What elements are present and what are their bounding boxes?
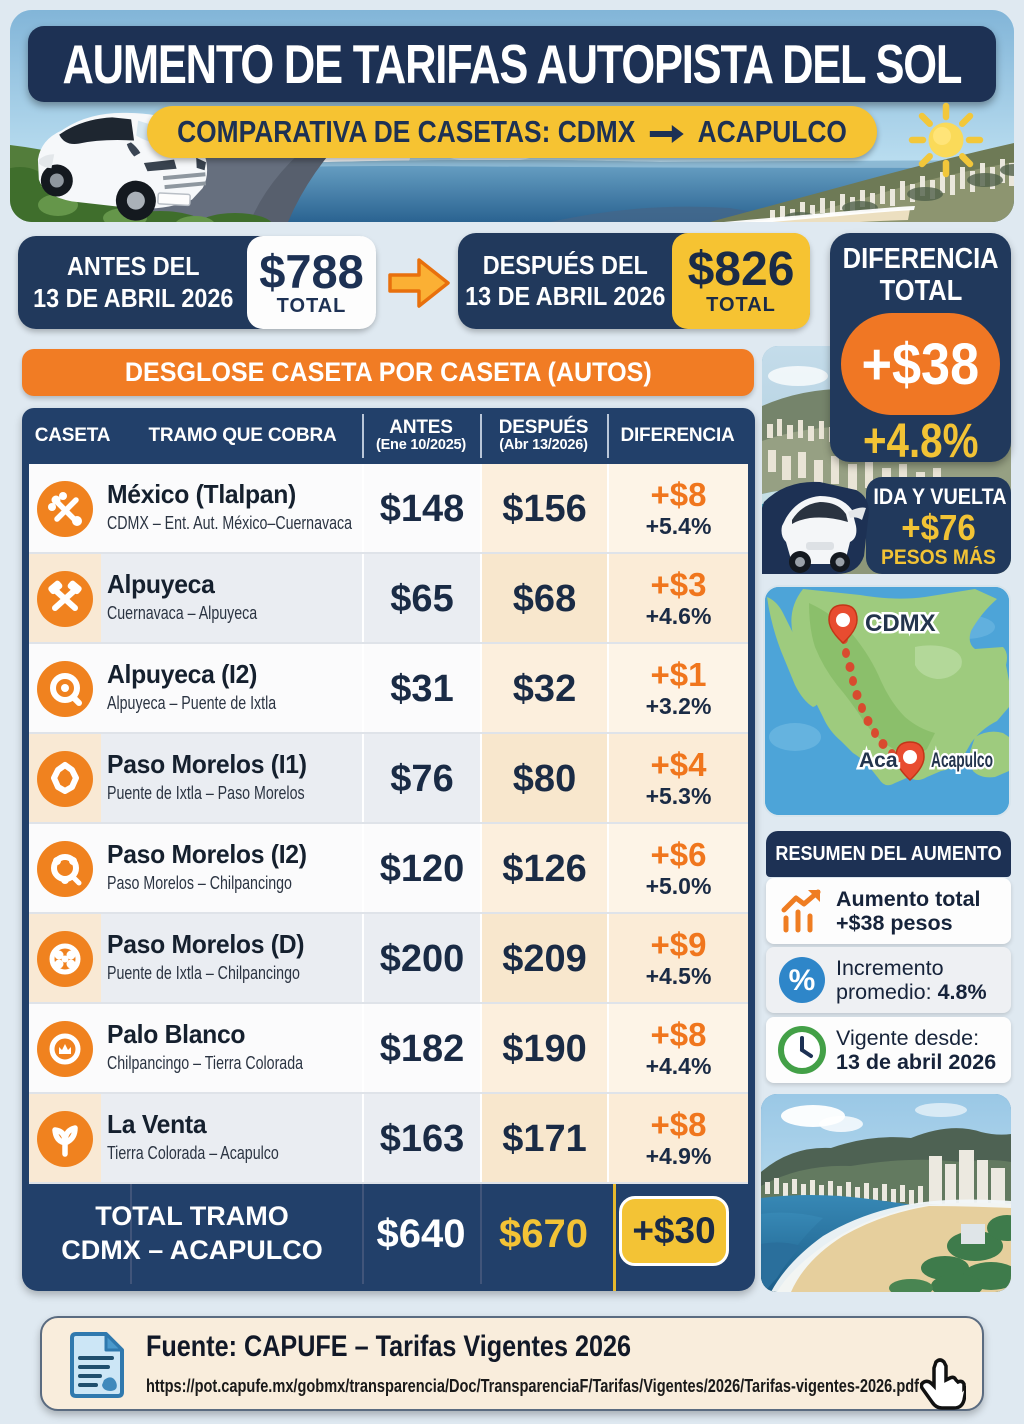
svg-text:Aca: Aca bbox=[859, 749, 898, 772]
svg-text:CDMX: CDMX bbox=[865, 610, 936, 637]
svg-text:%: % bbox=[789, 964, 816, 997]
svg-text:Acapulco: Acapulco bbox=[931, 749, 993, 772]
